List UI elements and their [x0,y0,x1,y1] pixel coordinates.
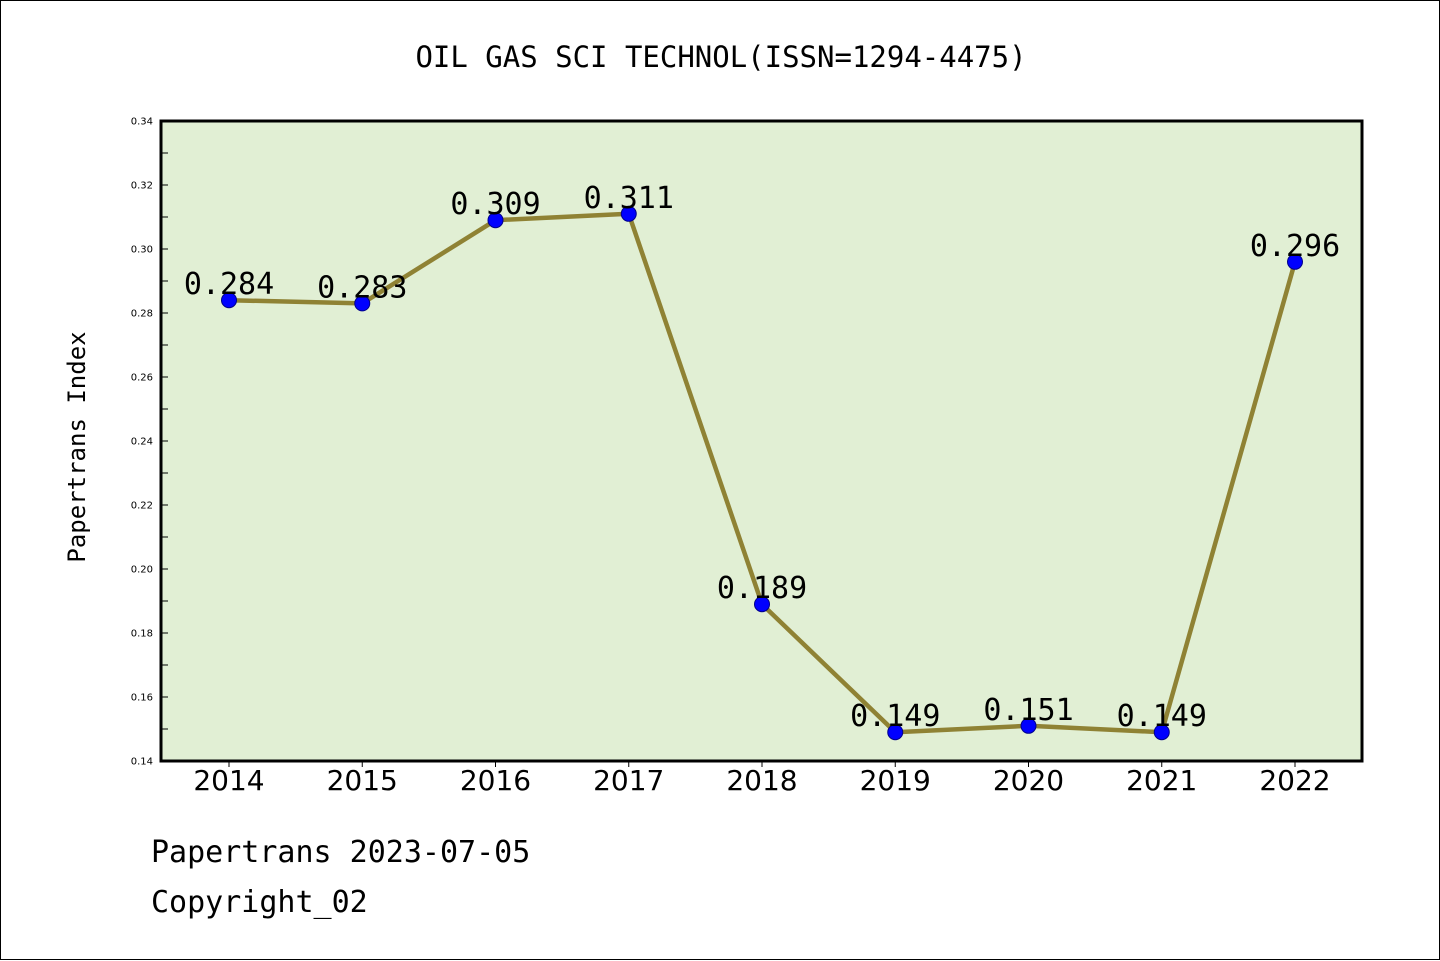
data-label: 0.283 [317,270,407,305]
x-tick-label: 2018 [726,764,797,797]
x-tick-label: 2016 [460,764,531,797]
x-tick-label: 2022 [1259,764,1330,797]
x-tick-label: 2015 [327,764,398,797]
y-tick-label: 0.32 [131,181,153,192]
data-label: 0.309 [450,187,540,222]
y-tick-label: 0.26 [131,373,153,384]
data-label: 0.149 [850,699,940,734]
data-point-marker [620,205,637,222]
x-tick-label: 2017 [593,764,664,797]
data-point-marker [1153,724,1170,741]
y-tick-label: 0.34 [131,117,153,128]
data-label: 0.296 [1250,229,1340,264]
footer-copyright: Copyright_02 [151,885,368,920]
x-tick-label: 2020 [993,764,1064,797]
series-layer: 0.284 0.283 0.309 0.311 0.189 0.149 0.151 0.149… [184,181,1340,741]
x-tick-label: 2014 [193,764,264,797]
data-point-marker [1020,717,1037,734]
data-label: 0.284 [184,267,274,302]
data-label: 0.149 [1117,699,1207,734]
data-point-marker [354,295,371,312]
plot-area [159,119,1364,763]
data-label: 0.311 [584,181,674,216]
data-point-marker [221,292,237,309]
y-axis-label: Papertrans Index [63,331,91,562]
y-tick-label: 0.30 [131,245,153,256]
y-tick-label: 0.20 [131,565,153,576]
footer-date: Papertrans 2023-07-05 [151,835,531,870]
x-axis-ticks: 2014 2015 2016 2017 2018 2019 2020 2021 2022 [193,761,1331,797]
x-tick-label: 2019 [860,764,931,797]
x-tick-label: 2021 [1126,764,1197,797]
y-tick-label: 0.16 [131,693,153,704]
y-tick-label: 0.28 [131,309,153,320]
data-point-marker [487,212,504,229]
data-label: 0.151 [983,693,1073,728]
data-point-marker [1287,253,1303,270]
y-axis-ticks: 0.14 0.16 0.18 0.20 0.22 0.24 0.26 0.28 0.30 0.32… [131,117,168,768]
y-tick-label: 0.18 [131,629,153,640]
y-tick-label: 0.22 [131,501,153,512]
y-tick-label: 0.24 [131,437,153,448]
data-label: 0.189 [717,571,807,606]
y-tick-label: 0.14 [131,757,153,768]
data-point-marker [754,596,770,613]
chart-title: OIL GAS SCI TECHNOL(ISSN=1294-4475) [415,40,1026,74]
data-point-marker [887,724,904,741]
